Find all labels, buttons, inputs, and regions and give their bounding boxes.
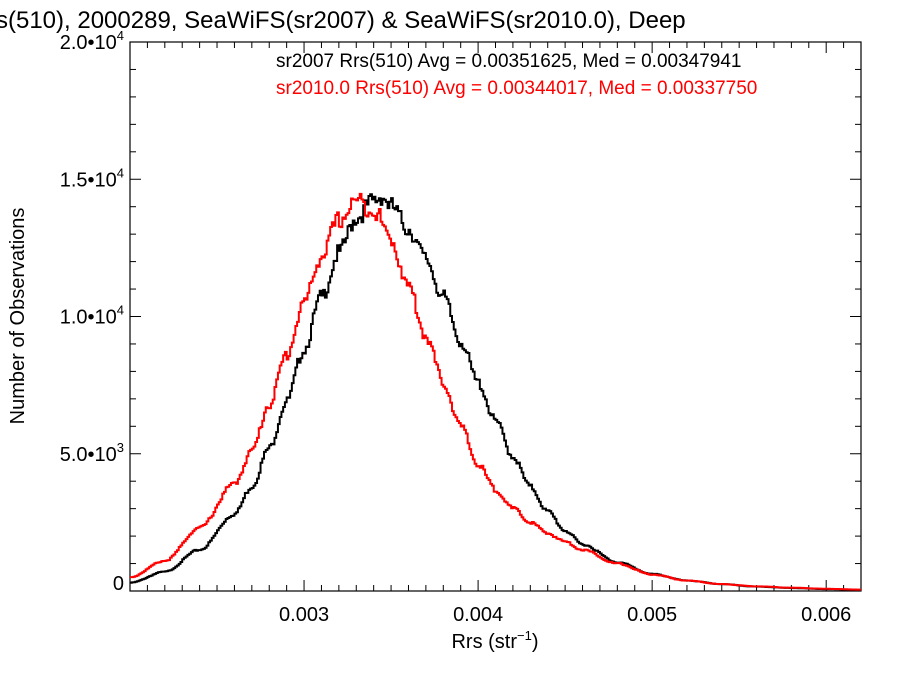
chart-title: rs(510), 2000289, SeaWiFS(sr2007) & SeaW…: [0, 7, 686, 34]
y-tick-label: 1.0•104: [60, 303, 124, 329]
axis-ticks: 0.003 0.004 0.005 0.006 0 5.0•103 1.0•104 1.5•1…: [60, 28, 862, 626]
y-tick-label: 0: [113, 573, 124, 595]
legend-entry: sr2007 Rrs(510) Avg = 0.00351625, Med = …: [276, 51, 742, 72]
x-tick-label: 0.003: [279, 604, 329, 626]
legend-entry: sr2010.0 Rrs(510) Avg = 0.00344017, Med …: [276, 78, 757, 99]
y-axis-label: Number of Observations: [7, 208, 29, 425]
x-axis-label: Rrs (str−1): [451, 628, 538, 653]
series-line-sr2010.0: [130, 192, 861, 591]
y-tick-label: 1.5•104: [60, 165, 124, 191]
x-tick-label: 0.005: [627, 604, 677, 626]
x-axis-label-main: Rrs (str: [451, 631, 517, 653]
y-tick-label: 5.0•103: [60, 440, 124, 466]
legend: sr2007 Rrs(510) Avg = 0.00351625, Med = …: [276, 51, 757, 99]
y-tick-label: 2.0•104: [60, 28, 124, 54]
x-axis-label-sup: −1: [517, 628, 532, 643]
x-tick-label: 0.006: [801, 604, 851, 626]
x-axis-label-close: ): [532, 631, 539, 653]
series-group: [130, 192, 861, 591]
x-tick-label: 0.004: [453, 604, 503, 626]
series-line-sr2007: [130, 193, 861, 591]
